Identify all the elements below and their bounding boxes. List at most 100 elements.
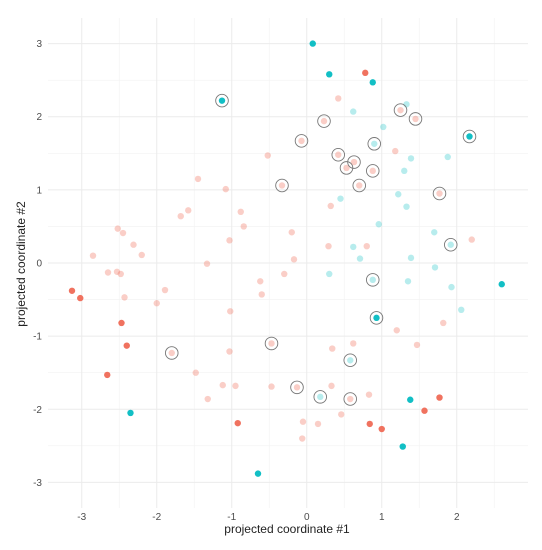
data-point	[399, 443, 406, 450]
y-tick-label: 0	[36, 259, 42, 270]
y-tick-label: -2	[33, 405, 42, 416]
data-point	[232, 382, 239, 390]
y-tick-label: -1	[33, 332, 42, 343]
data-point	[290, 256, 298, 263]
data-point	[335, 151, 342, 158]
data-point	[309, 40, 316, 47]
data-point	[365, 391, 373, 398]
data-point	[317, 393, 324, 401]
data-point	[362, 69, 369, 77]
data-point	[431, 229, 438, 236]
data-point	[403, 101, 410, 108]
data-point	[395, 191, 402, 198]
data-point	[328, 382, 335, 390]
data-point	[177, 212, 184, 220]
data-point	[447, 241, 454, 248]
data-point	[219, 381, 226, 389]
highlight-ring	[294, 134, 309, 148]
data-point	[203, 260, 211, 267]
data-point	[421, 407, 428, 414]
data-point	[268, 340, 275, 347]
data-point	[466, 133, 473, 140]
data-point	[227, 308, 234, 315]
highlight-ring	[432, 186, 447, 201]
data-point	[192, 369, 199, 376]
data-point	[222, 185, 229, 193]
data-point	[258, 291, 265, 298]
highlight-ring	[313, 390, 328, 404]
data-point	[412, 115, 419, 123]
data-point	[104, 371, 111, 379]
data-point	[347, 357, 354, 364]
data-point	[369, 276, 376, 284]
data-point	[366, 420, 373, 428]
data-point	[338, 411, 345, 418]
data-point	[268, 383, 275, 390]
highlight-ring	[444, 237, 458, 252]
data-point	[226, 237, 233, 244]
data-point	[326, 270, 333, 278]
data-point	[264, 152, 271, 159]
highlight-ring	[264, 336, 279, 351]
data-point	[68, 287, 76, 294]
data-point	[401, 167, 408, 175]
highlight-ring	[290, 380, 304, 395]
data-point	[393, 327, 400, 334]
data-point	[127, 409, 134, 417]
data-point	[444, 153, 451, 161]
highlight-ring	[331, 148, 346, 162]
data-point	[234, 419, 241, 427]
data-point	[218, 97, 226, 104]
data-point	[257, 278, 264, 285]
data-point	[237, 208, 244, 216]
y-tick-label: -3	[33, 478, 42, 489]
data-point	[185, 207, 192, 214]
data-point	[240, 223, 247, 230]
data-point	[369, 167, 376, 175]
data-point	[288, 229, 295, 236]
data-point	[363, 242, 370, 250]
data-point	[407, 396, 414, 403]
data-point	[299, 435, 306, 442]
highlight-ring	[462, 129, 477, 144]
data-point	[118, 319, 125, 327]
highlight-ring	[343, 392, 358, 406]
data-point	[431, 264, 439, 271]
highlight-ring	[317, 114, 331, 128]
data-point	[293, 384, 301, 391]
y-tick-label: 1	[36, 185, 42, 196]
data-point	[89, 252, 97, 259]
y-axis-ticks: -3 -2 -1 0 1 2 3	[33, 39, 42, 489]
data-point	[498, 281, 505, 288]
data-point	[378, 425, 385, 433]
data-point	[138, 251, 145, 259]
data-point	[350, 108, 357, 115]
highlight-ring	[343, 353, 358, 368]
data-point	[350, 158, 358, 166]
highlight-ring	[393, 103, 408, 117]
data-point	[194, 175, 202, 183]
y-tick-label: 3	[36, 39, 42, 50]
data-point	[371, 140, 378, 147]
data-point	[350, 340, 357, 347]
data-point	[278, 182, 286, 189]
data-point	[375, 221, 382, 228]
x-tick-label: 1	[379, 512, 385, 523]
data-point	[436, 394, 443, 401]
data-point	[226, 348, 233, 355]
data-point	[168, 349, 175, 357]
x-tick-label: -3	[77, 512, 86, 523]
data-points	[68, 40, 505, 477]
data-point	[117, 270, 124, 278]
data-point	[458, 306, 465, 314]
highlight-ring	[215, 93, 229, 108]
data-point	[413, 341, 421, 349]
data-point	[356, 182, 363, 189]
highlight-ring	[369, 311, 384, 325]
data-point	[356, 255, 364, 262]
data-point	[123, 342, 130, 349]
data-point	[326, 71, 333, 78]
x-axis-ticks: -3 -2 -1 0 1 2	[77, 512, 460, 523]
data-point	[104, 269, 112, 276]
